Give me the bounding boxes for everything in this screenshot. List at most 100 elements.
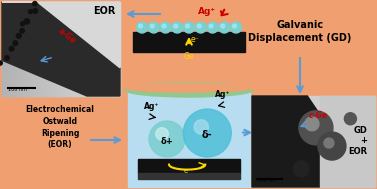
Circle shape — [162, 24, 166, 28]
Circle shape — [174, 24, 178, 28]
Bar — [62, 2, 63, 96]
Circle shape — [21, 22, 25, 26]
Bar — [69, 2, 70, 96]
Bar — [49, 2, 50, 96]
Bar — [86, 2, 87, 96]
Bar — [103, 2, 104, 96]
Circle shape — [299, 111, 333, 145]
Bar — [24, 2, 25, 96]
Bar — [46, 2, 47, 96]
Bar — [53, 2, 54, 96]
Bar — [8, 2, 9, 96]
Bar — [98, 2, 99, 96]
Bar — [36, 2, 37, 96]
Bar — [88, 2, 89, 96]
Bar — [15, 2, 16, 96]
Bar — [91, 2, 92, 96]
Bar — [76, 2, 77, 96]
Bar — [22, 2, 23, 96]
Bar — [60, 2, 61, 96]
Bar — [116, 2, 117, 96]
Text: δ+: δ+ — [161, 136, 173, 146]
Bar — [33, 2, 34, 96]
Circle shape — [318, 132, 346, 160]
Bar — [66, 2, 67, 96]
Bar — [2, 2, 3, 96]
Bar — [40, 2, 41, 96]
Bar — [73, 2, 74, 96]
Bar — [50, 2, 51, 96]
Circle shape — [136, 22, 147, 33]
Circle shape — [156, 128, 169, 140]
Bar — [96, 2, 97, 96]
Bar — [106, 2, 107, 96]
Bar — [28, 2, 29, 96]
Text: 100 nm: 100 nm — [257, 178, 276, 183]
Bar — [57, 2, 58, 96]
Circle shape — [197, 24, 201, 28]
Bar — [108, 2, 109, 96]
Bar — [30, 2, 31, 96]
Bar — [3, 2, 4, 96]
Bar — [115, 2, 116, 96]
Circle shape — [305, 117, 319, 131]
Circle shape — [221, 24, 225, 28]
Circle shape — [324, 138, 334, 148]
Bar — [102, 2, 103, 96]
Circle shape — [230, 22, 242, 33]
Bar — [44, 2, 45, 96]
Polygon shape — [252, 96, 338, 187]
Text: Electrochemical
Ostwald
Ripening
(EOR): Electrochemical Ostwald Ripening (EOR) — [26, 105, 94, 149]
Bar — [23, 2, 24, 96]
Bar — [114, 2, 115, 96]
Text: Ag⁺: Ag⁺ — [144, 102, 160, 111]
Bar — [38, 2, 39, 96]
Bar — [107, 2, 108, 96]
Bar — [138, 173, 240, 179]
Bar — [72, 2, 73, 96]
Bar — [133, 32, 245, 52]
Circle shape — [184, 22, 195, 33]
Bar — [25, 2, 26, 96]
Circle shape — [160, 22, 171, 33]
Bar — [17, 2, 18, 96]
Circle shape — [219, 22, 230, 33]
Bar — [26, 2, 27, 96]
Bar — [94, 2, 95, 96]
Circle shape — [195, 22, 206, 33]
Bar — [16, 2, 17, 96]
Bar — [92, 2, 93, 96]
Bar — [78, 2, 79, 96]
Bar — [87, 2, 88, 96]
Circle shape — [9, 46, 14, 51]
Circle shape — [16, 33, 21, 38]
Bar — [74, 2, 75, 96]
Bar — [21, 2, 22, 96]
Bar — [71, 2, 72, 96]
Bar — [42, 2, 43, 96]
Bar — [138, 159, 240, 173]
Bar — [75, 2, 76, 96]
Bar — [84, 2, 85, 96]
Bar — [117, 2, 118, 96]
Bar — [105, 2, 106, 96]
Ellipse shape — [125, 84, 253, 92]
Circle shape — [185, 24, 189, 28]
Circle shape — [28, 10, 32, 14]
Circle shape — [33, 2, 37, 6]
Text: Ag⁺: Ag⁺ — [215, 90, 230, 99]
Bar — [2, 2, 120, 96]
Circle shape — [233, 24, 236, 28]
Bar — [111, 2, 112, 96]
Bar — [55, 2, 56, 96]
Bar — [64, 2, 65, 96]
Bar — [109, 2, 110, 96]
Circle shape — [293, 161, 309, 177]
Bar — [18, 2, 19, 96]
Circle shape — [24, 19, 29, 24]
Circle shape — [20, 29, 25, 33]
Bar — [93, 2, 94, 96]
Bar — [79, 2, 80, 96]
Bar — [41, 2, 42, 96]
Bar — [101, 2, 102, 96]
